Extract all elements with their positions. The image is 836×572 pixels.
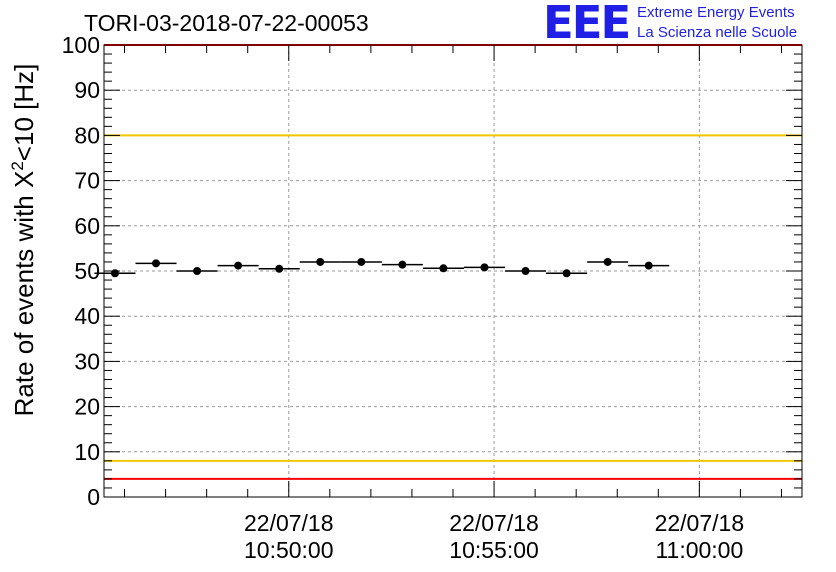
data-point — [340, 257, 382, 266]
data-point — [587, 257, 629, 266]
x-tick-label-date: 22/07/18 — [655, 510, 745, 536]
threshold-lines — [104, 44, 802, 480]
y-tick-label: 90 — [74, 77, 100, 103]
chart-title: TORI-03-2018-07-22-00053 — [84, 10, 369, 36]
y-tick-label: 40 — [74, 303, 100, 329]
data-point — [94, 269, 136, 278]
data-point — [546, 269, 588, 278]
y-tick-label: 20 — [74, 394, 100, 420]
y-tick-label: 60 — [74, 213, 100, 239]
x-tick-label-time: 10:55:00 — [449, 537, 539, 563]
data-point-marker — [152, 259, 161, 268]
data-point — [505, 267, 547, 275]
data-point-marker — [398, 260, 407, 269]
data-point — [463, 263, 506, 272]
data-point-marker — [357, 257, 366, 266]
y-tick-label: 50 — [74, 258, 100, 284]
data-point — [381, 260, 423, 269]
data-point-marker — [110, 269, 119, 278]
data-series — [94, 257, 670, 278]
data-point — [217, 261, 259, 270]
data-point-marker — [439, 264, 448, 273]
y-tick-label: 30 — [74, 348, 100, 374]
y-tick-label: 10 — [74, 439, 100, 465]
data-point-marker — [316, 257, 325, 266]
brand-line-1: Extreme Energy Events — [637, 4, 795, 21]
data-point-marker — [275, 264, 284, 273]
data-point-marker — [193, 267, 202, 275]
axes: 010203040506070809010022/07/1810:50:0022… — [62, 32, 803, 563]
brand-line-2: La Scienza nelle Scuole — [637, 24, 798, 41]
y-tick-label: 0 — [87, 484, 100, 510]
data-point — [176, 267, 218, 275]
x-tick-label-date: 22/07/18 — [244, 510, 334, 536]
data-point-marker — [644, 261, 653, 270]
x-tick-label-time: 10:50:00 — [244, 537, 334, 563]
data-point — [628, 261, 670, 270]
x-tick-label-date: 22/07/18 — [449, 510, 539, 536]
data-point — [299, 257, 341, 266]
data-point — [258, 264, 300, 273]
data-point-marker — [562, 269, 571, 278]
data-point — [135, 259, 177, 268]
grid — [104, 45, 802, 497]
data-point-marker — [480, 263, 489, 272]
data-point-marker — [603, 257, 612, 266]
y-axis-label: Rate of events with X2<10 [Hz] — [8, 64, 39, 417]
y-tick-label: 80 — [74, 122, 100, 148]
x-tick-label-time: 11:00:00 — [655, 537, 743, 563]
data-point-marker — [521, 267, 530, 275]
y-tick-label: 70 — [74, 168, 100, 194]
y-tick-label: 100 — [62, 32, 100, 58]
data-point — [422, 264, 464, 273]
data-point-marker — [234, 261, 243, 270]
eee-logo: EEE — [543, 0, 631, 49]
